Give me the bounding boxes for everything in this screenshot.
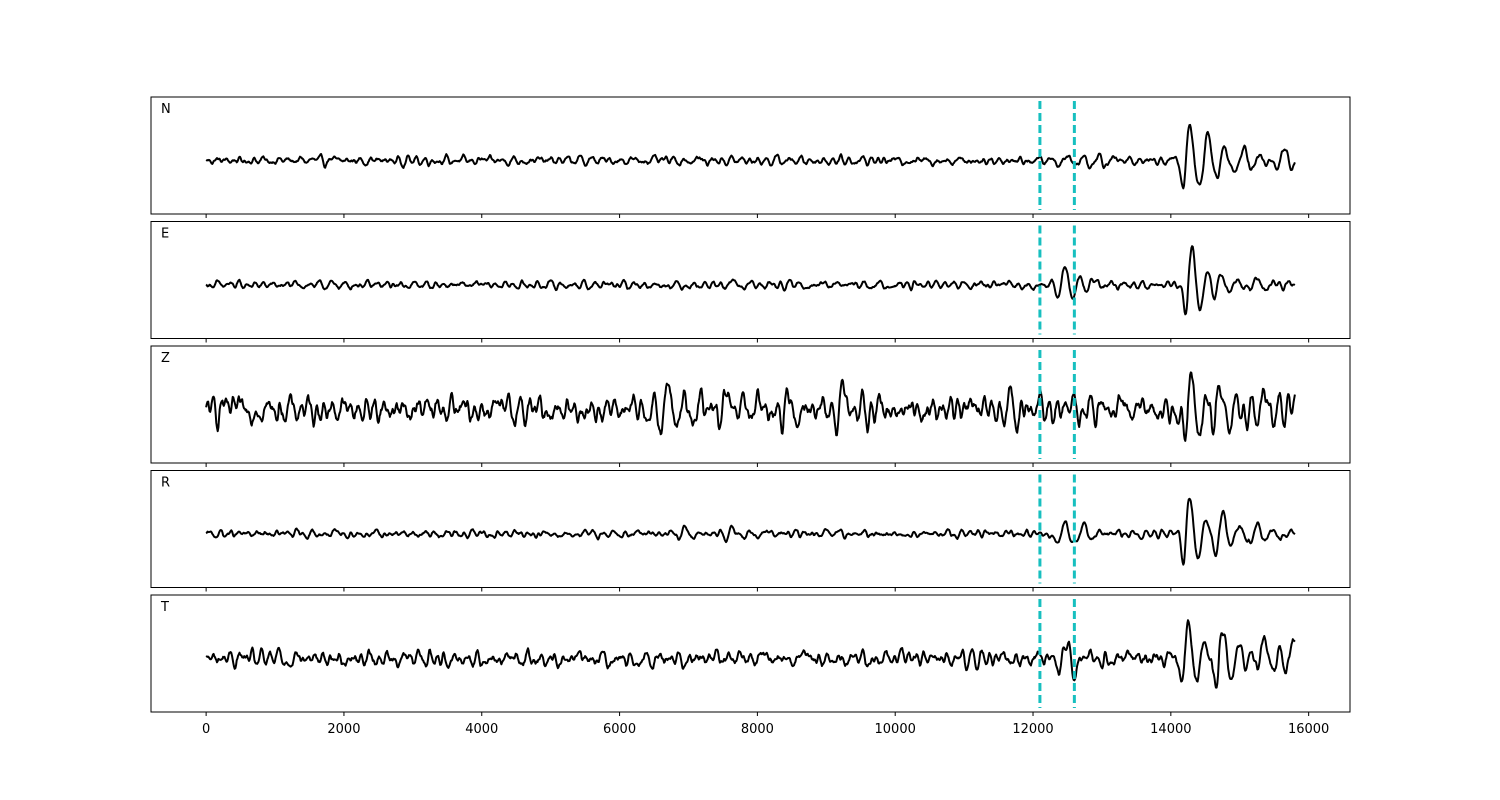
trace-line-r [205,497,1296,566]
trace-panel-n: N [150,96,1351,218]
x-tick-label: 2000 [327,722,360,737]
panel-frame [150,345,1351,464]
x-tick-label: 0 [202,722,210,737]
x-tick-label: 16000 [1288,722,1329,737]
trace-panel-t: T [150,594,1351,716]
trace-line-n [205,123,1296,190]
x-tick-label: 4000 [465,722,498,737]
trace-panels: N E Z R T [150,96,1351,716]
x-axis: 0 2000 4000 6000 8000 10000 12000 14000 16000 [202,722,1329,737]
x-tick-label: 10000 [875,722,916,737]
x-tick-label: 6000 [603,722,636,737]
panel-label-t: T [160,600,169,615]
x-tick-label: 12000 [1012,722,1053,737]
trace-panel-e: E [150,221,1351,343]
trace-line-z [205,371,1296,442]
panel-label-e: E [161,227,169,242]
panel-label-r: R [161,476,170,491]
panel-label-n: N [161,102,171,117]
panel-frame [150,221,1351,339]
trace-panel-z: Z [150,345,1351,467]
panel-frame [150,96,1351,215]
panel-frame [150,470,1351,588]
trace-line-t [205,619,1296,689]
trace-panel-r: R [150,470,1351,592]
panel-frame [150,594,1351,713]
trace-line-e [205,245,1296,316]
panel-label-z: Z [161,351,170,366]
x-tick-label: 14000 [1150,722,1191,737]
x-tick-label: 8000 [741,722,774,737]
